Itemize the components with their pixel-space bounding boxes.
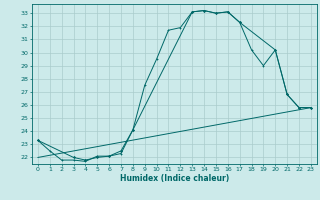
X-axis label: Humidex (Indice chaleur): Humidex (Indice chaleur) bbox=[120, 174, 229, 183]
